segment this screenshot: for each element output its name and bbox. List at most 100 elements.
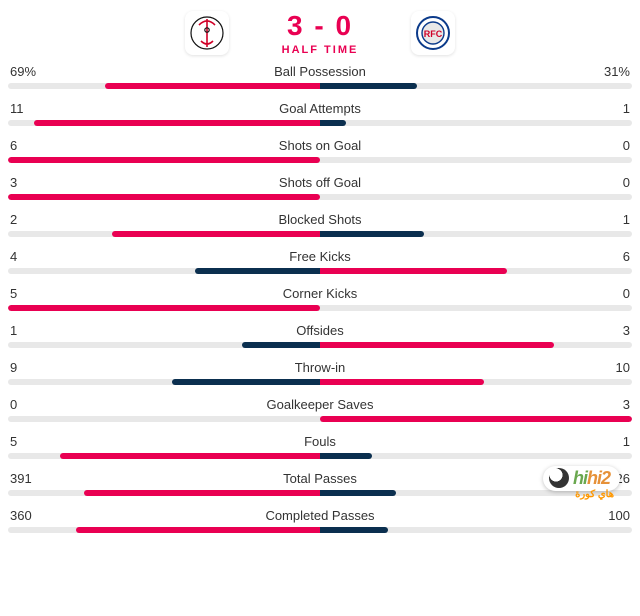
stat-name-label: Corner Kicks (66, 286, 574, 301)
stat-bar-home (8, 157, 320, 163)
stat-away-value: 126 (574, 471, 630, 486)
stat-away-value: 0 (574, 175, 630, 190)
stat-home-value: 4 (10, 249, 66, 264)
stat-row: 2Blocked Shots1 (8, 212, 632, 237)
stat-labels: 69%Ball Possession31% (8, 64, 632, 79)
stat-away-value: 1 (574, 101, 630, 116)
stat-row: 6Shots on Goal0 (8, 138, 632, 163)
stat-bar-track (8, 231, 632, 237)
stat-bar-track (8, 83, 632, 89)
stat-home-value: 360 (10, 508, 66, 523)
stat-home-value: 1 (10, 323, 66, 338)
stat-bar-track (8, 194, 632, 200)
stat-row: 1Offsides3 (8, 323, 632, 348)
stat-bar-away (320, 453, 372, 459)
stat-labels: 11Goal Attempts1 (8, 101, 632, 116)
stat-name-label: Throw-in (66, 360, 574, 375)
stat-bar-track (8, 342, 632, 348)
stat-row: 3Shots off Goal0 (8, 175, 632, 200)
stat-row: 360Completed Passes100 (8, 508, 632, 533)
score-line: 3 - 0 (265, 10, 375, 42)
away-team-badge: RFC (411, 11, 455, 55)
stat-row: 0Goalkeeper Saves3 (8, 397, 632, 422)
stat-home-value: 5 (10, 434, 66, 449)
stat-away-value: 6 (574, 249, 630, 264)
stat-home-value: 0 (10, 397, 66, 412)
stat-away-value: 1 (574, 212, 630, 227)
stat-bar-away (320, 268, 507, 274)
stat-bar-away (320, 490, 396, 496)
stat-bar-away (320, 231, 424, 237)
stat-name-label: Blocked Shots (66, 212, 574, 227)
scoreboard-header: 3 - 0 HALF TIME RFC (0, 0, 640, 58)
stat-row: 69%Ball Possession31% (8, 64, 632, 89)
stat-away-value: 100 (574, 508, 630, 523)
stat-bar-home (112, 231, 320, 237)
stat-bar-home (76, 527, 320, 533)
stat-home-value: 11 (10, 101, 66, 116)
stat-labels: 6Shots on Goal0 (8, 138, 632, 153)
stat-row: 11Goal Attempts1 (8, 101, 632, 126)
stat-bar-away (320, 416, 632, 422)
stat-labels: 360Completed Passes100 (8, 508, 632, 523)
stat-name-label: Fouls (66, 434, 574, 449)
stat-labels: 2Blocked Shots1 (8, 212, 632, 227)
stat-name-label: Total Passes (66, 471, 574, 486)
stat-away-value: 0 (574, 286, 630, 301)
stat-name-label: Goalkeeper Saves (66, 397, 574, 412)
stat-bar-home (105, 83, 320, 89)
match-phase-label: HALF TIME (265, 44, 375, 56)
stat-labels: 3Shots off Goal0 (8, 175, 632, 190)
stat-away-value: 10 (574, 360, 630, 375)
stat-row: 4Free Kicks6 (8, 249, 632, 274)
stats-list: 69%Ball Possession31%11Goal Attempts16Sh… (0, 58, 640, 553)
stat-name-label: Goal Attempts (66, 101, 574, 116)
stat-name-label: Offsides (66, 323, 574, 338)
stat-row: 391Total Passes126hihi2هاي كورة (8, 471, 632, 496)
stat-away-value: 0 (574, 138, 630, 153)
score-block: 3 - 0 HALF TIME (265, 10, 375, 56)
stat-bar-track (8, 157, 632, 163)
stat-bar-away (320, 527, 388, 533)
stat-name-label: Shots off Goal (66, 175, 574, 190)
stat-away-value: 3 (574, 323, 630, 338)
stat-bar-home (195, 268, 320, 274)
stat-name-label: Completed Passes (66, 508, 574, 523)
stat-labels: 5Fouls1 (8, 434, 632, 449)
stat-home-value: 391 (10, 471, 66, 486)
stat-away-value: 31% (574, 64, 630, 79)
stat-bar-away (320, 342, 554, 348)
stat-bar-home (242, 342, 320, 348)
stat-labels: 391Total Passes126 (8, 471, 632, 486)
stat-bar-home (172, 379, 320, 385)
stat-bar-track (8, 268, 632, 274)
stat-name-label: Free Kicks (66, 249, 574, 264)
stat-labels: 1Offsides3 (8, 323, 632, 338)
stat-row: 5Corner Kicks0 (8, 286, 632, 311)
stat-bar-home (34, 120, 320, 126)
stat-home-value: 69% (10, 64, 66, 79)
stat-bar-track (8, 305, 632, 311)
stat-bar-track (8, 120, 632, 126)
stat-away-value: 3 (574, 397, 630, 412)
stat-bar-home (8, 305, 320, 311)
stat-bar-track (8, 490, 632, 496)
stat-away-value: 1 (574, 434, 630, 449)
stat-name-label: Ball Possession (66, 64, 574, 79)
stat-row: 9Throw-in10 (8, 360, 632, 385)
stat-labels: 9Throw-in10 (8, 360, 632, 375)
stat-bar-track (8, 416, 632, 422)
ajax-crest-icon (189, 15, 225, 51)
stat-bar-away (320, 120, 346, 126)
stat-bar-away (320, 83, 417, 89)
stat-bar-home (84, 490, 320, 496)
svg-text:RFC: RFC (424, 29, 443, 39)
stat-home-value: 6 (10, 138, 66, 153)
stat-bar-track (8, 527, 632, 533)
stat-labels: 4Free Kicks6 (8, 249, 632, 264)
rangers-crest-icon: RFC (415, 15, 451, 51)
stat-home-value: 9 (10, 360, 66, 375)
stat-home-value: 3 (10, 175, 66, 190)
stat-name-label: Shots on Goal (66, 138, 574, 153)
stat-home-value: 2 (10, 212, 66, 227)
